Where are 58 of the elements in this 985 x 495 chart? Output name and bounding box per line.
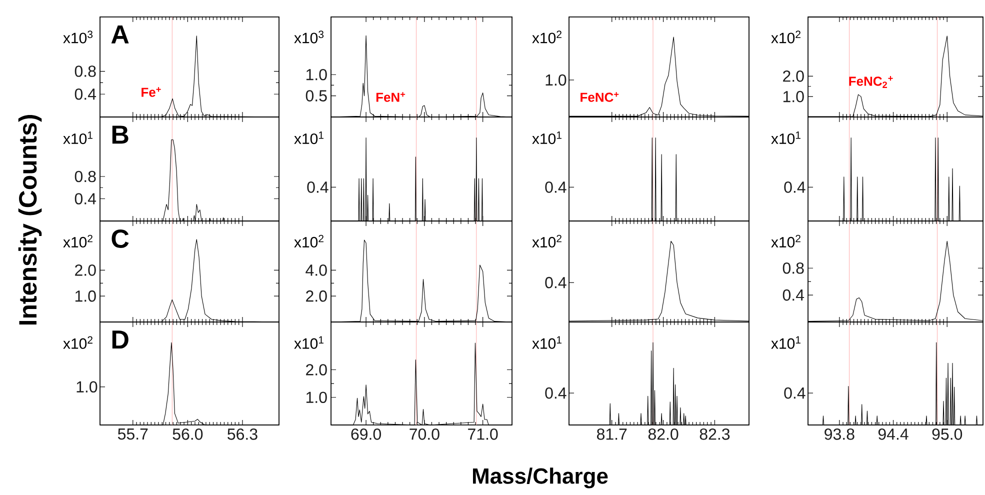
- y-tick-label: 0.8: [74, 170, 96, 182]
- y-axis-title: x10$^{3}$: [63, 30, 93, 44]
- y-tick-label: 0.8: [74, 66, 96, 77]
- x-tick-label: 81.7: [597, 428, 627, 440]
- y-tick-label: 0.4: [74, 193, 96, 204]
- y-tick-label: 1.0: [306, 392, 327, 404]
- x-tick-label: 55.7: [118, 428, 148, 440]
- y-tick-label: 2.0: [75, 264, 96, 276]
- chart-title: B: [112, 126, 128, 144]
- x-tick-label: 69.0: [351, 428, 381, 440]
- y-tick-label: 2.0: [306, 364, 327, 376]
- y-tick-label: 2.0: [783, 70, 804, 82]
- y-axis-title: x10$^{2}$: [771, 30, 800, 44]
- y-axis-title: x10$^{2}$: [294, 234, 324, 248]
- x-tick-label: 93.8: [824, 428, 854, 440]
- y-axis-title: x10$^{1}$: [294, 132, 324, 144]
- y-axis-title: x10$^{1}$: [532, 132, 562, 144]
- x-tick-label: 71.0: [468, 428, 498, 440]
- y-axis-title: x10$^{1}$: [771, 132, 800, 144]
- y-tick-label: 0.4: [74, 88, 96, 100]
- y-axis-title: x10$^{1}$: [532, 336, 562, 349]
- x-tick-label: 56.0: [172, 428, 203, 440]
- annotation: FeNC$_{2}$+: [849, 76, 893, 88]
- y-axis-title: x10$^{1}$: [294, 336, 324, 349]
- text: 1.0: [546, 74, 566, 86]
- chart-title: D: [112, 330, 128, 349]
- x-tick-label: 70.0: [410, 428, 440, 440]
- text: 0.4: [545, 276, 566, 288]
- x-tick-label: 95.0: [932, 428, 962, 440]
- y-axis-title: x10$^{3}$: [294, 30, 324, 44]
- y-tick-label: 0.5: [306, 90, 327, 102]
- text: 0.4: [545, 387, 566, 399]
- annotation: Fe$^{+}$: [142, 87, 161, 97]
- annotation: FeN$^{+}$: [376, 92, 406, 102]
- y-tick-label: 4.0: [306, 264, 327, 276]
- y-axis-title: x10$^{2}$: [532, 30, 562, 44]
- x-tick-label: 56.3: [228, 428, 258, 440]
- text: Mass/Charge: [473, 468, 608, 488]
- y-tick-label: 1.0: [306, 68, 327, 80]
- y-axis-title: x10$^{2}$: [63, 234, 92, 248]
- x-tick-label: 94.4: [878, 428, 908, 440]
- y-axis-title: x10$^{1}$: [771, 336, 800, 349]
- chart-title: C: [112, 230, 129, 248]
- y-tick-label: 1.0: [783, 90, 804, 102]
- y-tick-label: 0.4: [782, 289, 804, 301]
- y-tick-label: 0.8: [782, 262, 804, 274]
- x-tick-label: 82.3: [700, 428, 730, 440]
- x-tick-label: 82.0: [648, 428, 678, 440]
- y-tick-label: 1.0: [75, 290, 96, 302]
- y-axis-title: x10$^{2}$: [63, 336, 92, 349]
- y-axis-title: x10$^{2}$: [771, 234, 800, 248]
- text: Intensity (Counts): [18, 115, 42, 325]
- y-axis-title: x10$^{2}$: [532, 234, 562, 248]
- text: 0.4: [545, 182, 566, 193]
- chart-title: A: [111, 26, 129, 44]
- annotation: FeNC$^{+}$: [580, 92, 619, 102]
- y-axis-title: x10$^{1}$: [63, 132, 92, 144]
- y-tick-label: 2.0: [306, 290, 327, 302]
